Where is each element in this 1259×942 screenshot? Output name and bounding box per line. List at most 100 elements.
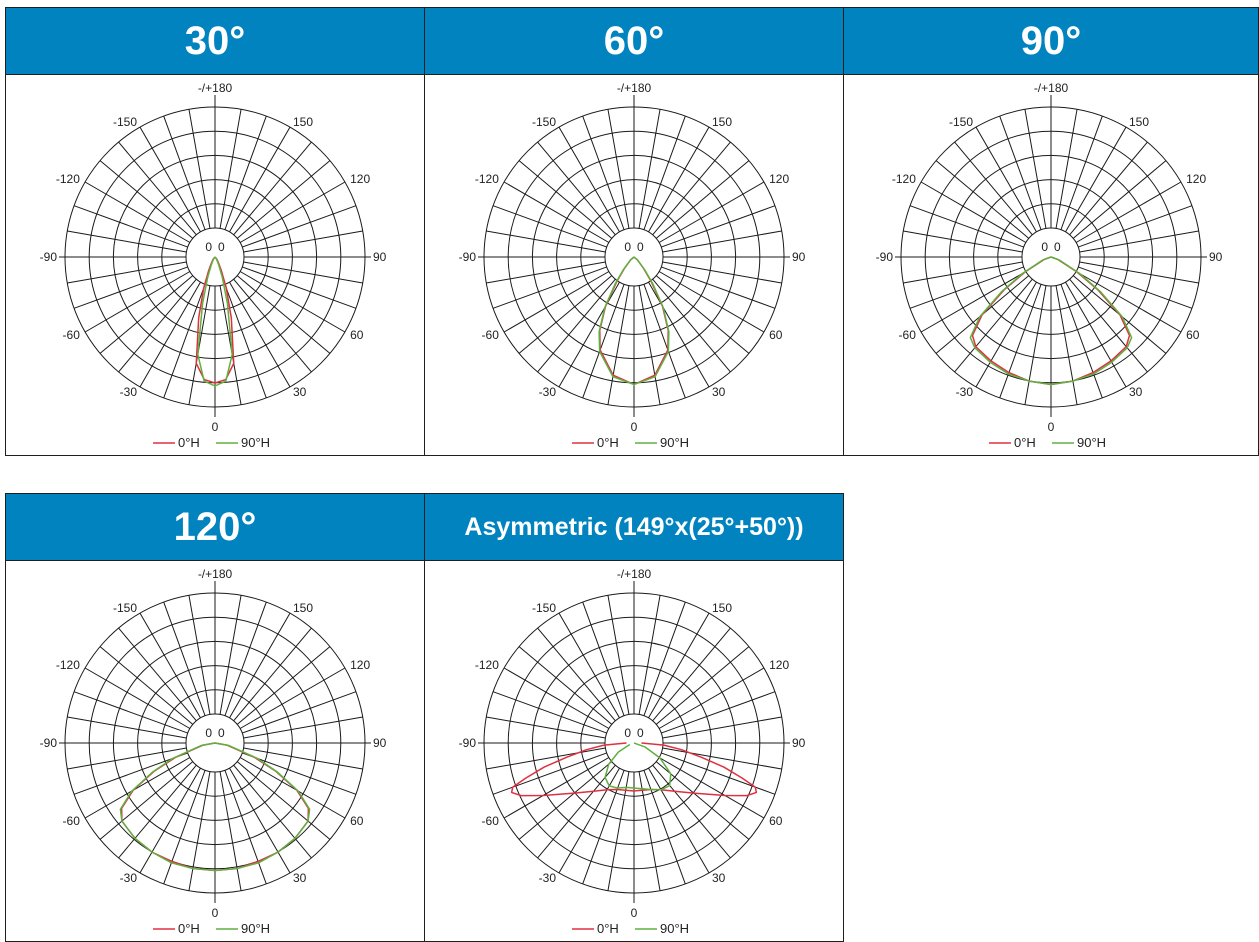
polar-spoke (188, 771, 211, 891)
polar-spoke (118, 278, 197, 373)
polar-spoke (99, 160, 194, 239)
polar-spoke (1060, 115, 1103, 230)
angle-tick-label: -150 (949, 115, 973, 129)
chart-panel-30: 30° -/+180 150 120 90 60 30 0 -30 -60 -90 -120 -150… (5, 7, 425, 456)
angle-tick-label: -/+180 (198, 81, 233, 95)
polar-spoke (975, 126, 1037, 233)
angle-tick-label: -150 (113, 601, 137, 615)
series-curve-90h (604, 742, 672, 791)
angle-tick-label: 30 (293, 385, 307, 399)
polar-spoke (236, 275, 331, 354)
polar-spoke (486, 261, 606, 284)
polar-spoke (662, 230, 782, 253)
polar-spoke (607, 771, 630, 891)
polar-spoke (219, 109, 242, 229)
polar-spoke (582, 601, 625, 716)
polar-spoke (492, 266, 607, 309)
polar-spoke (648, 281, 710, 388)
polar-spoke (243, 716, 363, 739)
polar-spoke (503, 271, 610, 333)
polar-spoke (239, 271, 346, 333)
polar-spoke (1060, 284, 1103, 399)
polar-spoke (67, 230, 187, 253)
chart-title: 30° (6, 8, 424, 75)
polar-spoke (1079, 261, 1199, 284)
polar-spoke (239, 667, 346, 729)
center-label: 0 (624, 726, 631, 740)
polar-spoke (954, 278, 1033, 373)
angle-tick-label: 150 (293, 601, 313, 615)
polar-spoke (558, 126, 620, 233)
polar-spoke (643, 284, 686, 399)
polar-spoke (84, 271, 191, 333)
angle-tick-label: 0 (631, 420, 638, 434)
polar-spoke (229, 281, 291, 388)
polar-spoke (652, 141, 731, 236)
angle-tick-label: 60 (1186, 328, 1200, 342)
angle-tick-label: 0 (212, 420, 219, 434)
legend-label: 90°H (1077, 435, 1106, 450)
angle-tick-label: -120 (56, 658, 80, 672)
polar-spoke (661, 752, 776, 795)
polar-spoke (118, 764, 197, 859)
angle-tick-label: 120 (1186, 172, 1206, 186)
polar-spoke (661, 205, 776, 248)
polar-spoke (224, 601, 267, 716)
polar-spoke (558, 281, 620, 388)
polar-spoke (518, 275, 613, 354)
polar-spoke (662, 747, 782, 770)
polar-spoke (139, 612, 201, 719)
polar-spoke (537, 764, 616, 859)
angle-tick-label: 0 (212, 906, 219, 920)
polar-spoke (1055, 109, 1078, 229)
angle-tick-label: -30 (120, 385, 138, 399)
chart-title: 120° (6, 494, 424, 561)
polar-spoke (492, 691, 607, 734)
center-label: 0 (637, 240, 644, 254)
chart-title: 60° (425, 8, 843, 75)
polar-spoke (920, 181, 1027, 243)
angle-tick-label: -60 (899, 328, 917, 342)
polar-spoke (219, 771, 242, 891)
polar-spoke (1065, 126, 1127, 233)
angle-tick-label: -120 (892, 172, 916, 186)
angle-tick-label: 150 (1129, 115, 1149, 129)
polar-spoke (188, 595, 211, 715)
polar-spoke (607, 595, 630, 715)
angle-tick-label: -150 (532, 115, 556, 129)
polar-spoke (163, 115, 206, 230)
angle-tick-label: -/+180 (1034, 81, 1069, 95)
angle-tick-label: -120 (56, 172, 80, 186)
chart-panel-60: 60° -/+180 150 120 90 60 30 0 -30 -60 -90 -120 -150… (424, 7, 844, 456)
polar-spoke (655, 275, 750, 354)
polar-spoke (903, 230, 1023, 253)
polar-spoke (648, 767, 710, 874)
polar-spoke (662, 716, 782, 739)
polar-spoke (648, 612, 710, 719)
angle-tick-label: -/+180 (198, 567, 233, 581)
legend-label: 0°H (597, 921, 619, 936)
polar-spoke (658, 181, 765, 243)
angle-tick-label: 30 (712, 871, 726, 885)
legend-label: 90°H (660, 921, 689, 936)
polar-spoke (233, 764, 312, 859)
polar-spoke (163, 284, 206, 399)
polar-spoke (1069, 141, 1148, 236)
polar-spoke (99, 761, 194, 840)
series-curve-90h (119, 742, 311, 872)
legend-label: 90°H (241, 921, 270, 936)
polar-spoke (242, 752, 357, 795)
polar-spoke (229, 612, 291, 719)
center-label: 0 (624, 240, 631, 254)
center-label: 0 (1041, 240, 1048, 254)
polar-spoke (662, 261, 782, 284)
angle-tick-label: -120 (475, 172, 499, 186)
polar-spoke (652, 627, 731, 722)
angle-tick-label: 150 (712, 601, 732, 615)
angle-tick-label: -30 (120, 871, 138, 885)
polar-spoke (607, 285, 630, 405)
polar-spoke (73, 205, 188, 248)
polar-spoke (242, 266, 357, 309)
polar-spoke (139, 126, 201, 233)
